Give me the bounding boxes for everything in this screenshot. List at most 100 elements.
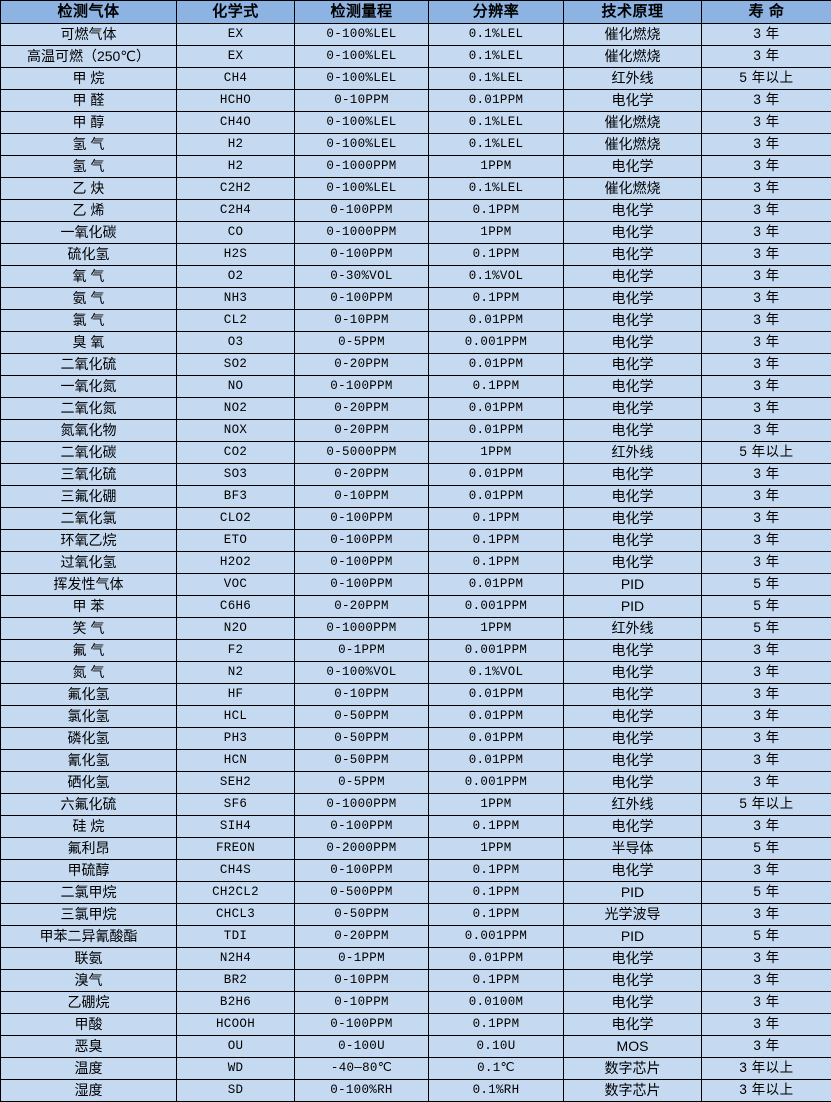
cell-gas: 环氧乙烷 bbox=[1, 530, 177, 552]
cell-life: 3 年 bbox=[702, 508, 831, 530]
cell-principle: 电化学 bbox=[564, 816, 702, 838]
cell-life: 3 年 bbox=[702, 1036, 831, 1058]
cell-principle: 电化学 bbox=[564, 354, 702, 376]
cell-resolution: 0.01PPM bbox=[429, 354, 564, 376]
cell-formula: WD bbox=[177, 1058, 295, 1080]
cell-formula: N2O bbox=[177, 618, 295, 640]
cell-gas: 挥发性气体 bbox=[1, 574, 177, 596]
cell-resolution: 1PPM bbox=[429, 222, 564, 244]
cell-gas: 氨 气 bbox=[1, 288, 177, 310]
cell-range: 0-10PPM bbox=[295, 992, 429, 1014]
cell-principle: 电化学 bbox=[564, 970, 702, 992]
cell-range: 0-100%RH bbox=[295, 1080, 429, 1102]
cell-principle: PID bbox=[564, 882, 702, 904]
cell-life: 5 年 bbox=[702, 882, 831, 904]
cell-principle: PID bbox=[564, 926, 702, 948]
cell-principle: 数字芯片 bbox=[564, 1080, 702, 1102]
cell-formula: HCHO bbox=[177, 90, 295, 112]
cell-formula: BF3 bbox=[177, 486, 295, 508]
cell-resolution: 0.01PPM bbox=[429, 90, 564, 112]
cell-resolution: 0.1PPM bbox=[429, 1014, 564, 1036]
cell-gas: 一氧化氮 bbox=[1, 376, 177, 398]
cell-life: 3 年 bbox=[702, 310, 831, 332]
cell-resolution: 0.01PPM bbox=[429, 310, 564, 332]
cell-gas: 甲硫醇 bbox=[1, 860, 177, 882]
cell-life: 3 年 bbox=[702, 904, 831, 926]
cell-principle: 红外线 bbox=[564, 618, 702, 640]
cell-formula: H2O2 bbox=[177, 552, 295, 574]
cell-gas: 二氧化碳 bbox=[1, 442, 177, 464]
cell-formula: H2S bbox=[177, 244, 295, 266]
cell-gas: 三氧化硫 bbox=[1, 464, 177, 486]
cell-range: 0-10PPM bbox=[295, 310, 429, 332]
cell-resolution: 0.1PPM bbox=[429, 860, 564, 882]
cell-principle: 电化学 bbox=[564, 266, 702, 288]
cell-formula: C6H6 bbox=[177, 596, 295, 618]
cell-formula: NO2 bbox=[177, 398, 295, 420]
cell-range: 0-100%VOL bbox=[295, 662, 429, 684]
cell-range: 0-30%VOL bbox=[295, 266, 429, 288]
cell-principle: 电化学 bbox=[564, 552, 702, 574]
cell-principle: PID bbox=[564, 596, 702, 618]
cell-range: 0-100PPM bbox=[295, 288, 429, 310]
cell-life: 5 年 bbox=[702, 574, 831, 596]
column-header-range: 检测量程 bbox=[295, 1, 429, 24]
cell-life: 3 年 bbox=[702, 992, 831, 1014]
cell-resolution: 0.01PPM bbox=[429, 684, 564, 706]
cell-gas: 氯 气 bbox=[1, 310, 177, 332]
cell-formula: BR2 bbox=[177, 970, 295, 992]
cell-range: 0-2000PPM bbox=[295, 838, 429, 860]
cell-gas: 磷化氢 bbox=[1, 728, 177, 750]
cell-range: 0-10PPM bbox=[295, 970, 429, 992]
cell-resolution: 0.1PPM bbox=[429, 552, 564, 574]
column-header-life: 寿 命 bbox=[702, 1, 831, 24]
cell-resolution: 0.1%LEL bbox=[429, 134, 564, 156]
cell-range: 0-100PPM bbox=[295, 552, 429, 574]
cell-resolution: 0.001PPM bbox=[429, 772, 564, 794]
cell-resolution: 0.1PPM bbox=[429, 376, 564, 398]
cell-range: 0-100%LEL bbox=[295, 46, 429, 68]
cell-range: -40—80℃ bbox=[295, 1058, 429, 1080]
cell-gas: 过氧化氢 bbox=[1, 552, 177, 574]
cell-formula: HF bbox=[177, 684, 295, 706]
cell-resolution: 0.1%RH bbox=[429, 1080, 564, 1102]
cell-gas: 三氯甲烷 bbox=[1, 904, 177, 926]
cell-life: 3 年 bbox=[702, 354, 831, 376]
cell-range: 0-5PPM bbox=[295, 772, 429, 794]
cell-principle: 电化学 bbox=[564, 244, 702, 266]
cell-principle: 电化学 bbox=[564, 332, 702, 354]
cell-resolution: 0.01PPM bbox=[429, 574, 564, 596]
cell-formula: CO bbox=[177, 222, 295, 244]
cell-range: 0-100PPM bbox=[295, 530, 429, 552]
cell-resolution: 0.1%VOL bbox=[429, 266, 564, 288]
cell-principle: 催化燃烧 bbox=[564, 134, 702, 156]
cell-principle: 电化学 bbox=[564, 750, 702, 772]
cell-gas: 甲 烷 bbox=[1, 68, 177, 90]
cell-formula: HCOOH bbox=[177, 1014, 295, 1036]
cell-life: 3 年 bbox=[702, 134, 831, 156]
cell-gas: 恶臭 bbox=[1, 1036, 177, 1058]
cell-range: 0-100PPM bbox=[295, 1014, 429, 1036]
cell-range: 0-10PPM bbox=[295, 90, 429, 112]
cell-formula: SO2 bbox=[177, 354, 295, 376]
cell-principle: 电化学 bbox=[564, 90, 702, 112]
cell-formula: EX bbox=[177, 24, 295, 46]
cell-formula: SEH2 bbox=[177, 772, 295, 794]
cell-resolution: 0.1%VOL bbox=[429, 662, 564, 684]
cell-principle: 电化学 bbox=[564, 420, 702, 442]
cell-range: 0-20PPM bbox=[295, 596, 429, 618]
cell-resolution: 0.0100M bbox=[429, 992, 564, 1014]
cell-principle: 电化学 bbox=[564, 530, 702, 552]
cell-formula: TDI bbox=[177, 926, 295, 948]
cell-gas: 氮氧化物 bbox=[1, 420, 177, 442]
